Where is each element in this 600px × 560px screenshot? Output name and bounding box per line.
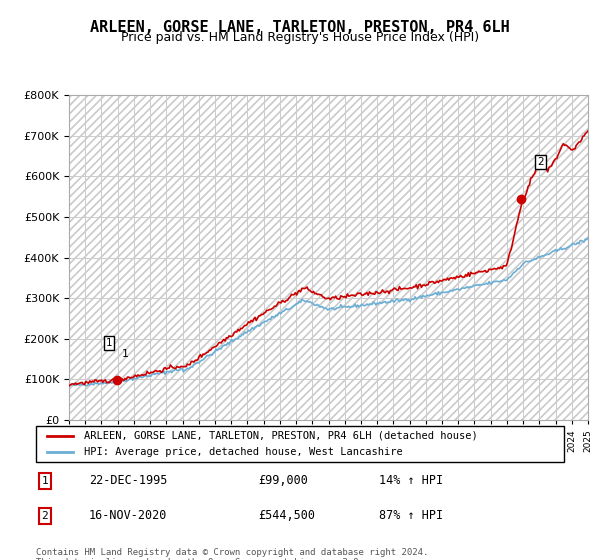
Text: 22-DEC-1995: 22-DEC-1995 [89,474,167,487]
Text: £544,500: £544,500 [258,509,315,522]
Text: 1: 1 [122,349,129,360]
Text: £99,000: £99,000 [258,474,308,487]
Text: 16-NOV-2020: 16-NOV-2020 [89,509,167,522]
Text: Contains HM Land Registry data © Crown copyright and database right 2024.
This d: Contains HM Land Registry data © Crown c… [36,548,428,560]
Text: 1: 1 [41,476,48,486]
Text: 1: 1 [106,338,112,348]
Text: 14% ↑ HPI: 14% ↑ HPI [379,474,443,487]
Text: 2: 2 [538,157,544,167]
Text: ARLEEN, GORSE LANE, TARLETON, PRESTON, PR4 6LH: ARLEEN, GORSE LANE, TARLETON, PRESTON, P… [90,20,510,35]
Text: Price paid vs. HM Land Registry's House Price Index (HPI): Price paid vs. HM Land Registry's House … [121,31,479,44]
Text: 2: 2 [41,511,48,521]
FancyBboxPatch shape [36,426,564,462]
Text: HPI: Average price, detached house, West Lancashire: HPI: Average price, detached house, West… [83,447,402,457]
Text: ARLEEN, GORSE LANE, TARLETON, PRESTON, PR4 6LH (detached house): ARLEEN, GORSE LANE, TARLETON, PRESTON, P… [83,431,477,441]
Text: 87% ↑ HPI: 87% ↑ HPI [379,509,443,522]
